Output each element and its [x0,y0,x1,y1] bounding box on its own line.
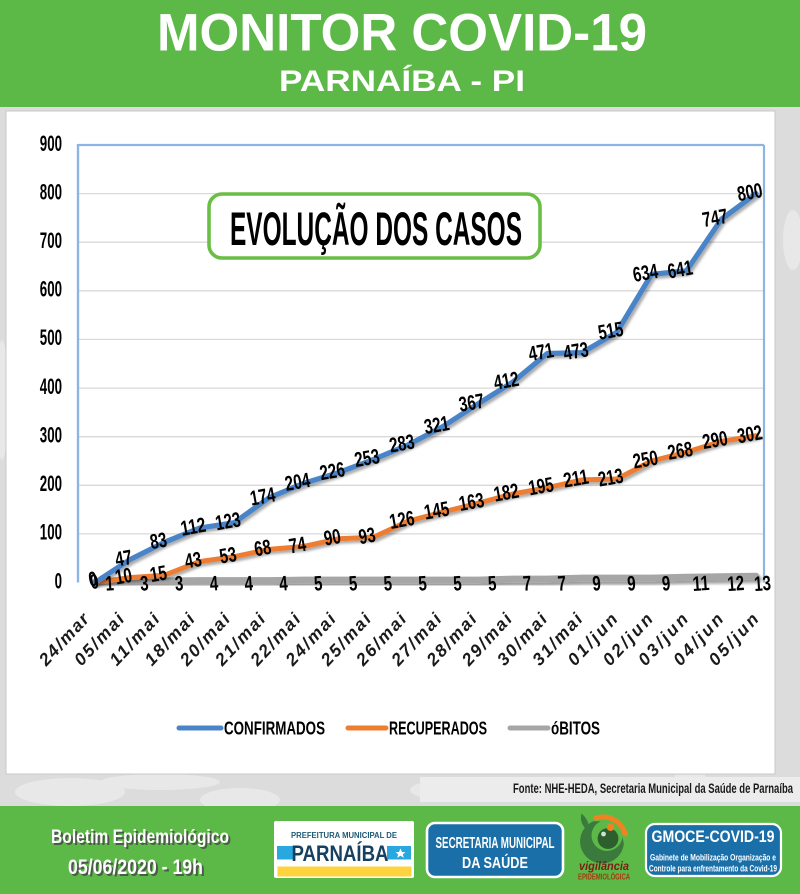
svg-text:vigilância: vigilância [579,861,630,873]
svg-text:0: 0 [88,570,100,594]
svg-text:0: 0 [55,568,62,593]
svg-text:126: 126 [388,507,417,534]
svg-text:473: 473 [562,338,591,365]
svg-text:641: 641 [666,256,695,283]
svg-text:5: 5 [383,572,393,596]
svg-text:515: 515 [596,318,625,345]
svg-text:9: 9 [626,572,636,596]
svg-text:Gabinete de Mobilização Organi: Gabinete de Mobilização Organização e [650,853,776,863]
svg-text:15: 15 [148,561,169,587]
svg-text:250: 250 [631,447,660,474]
svg-text:43: 43 [183,548,204,574]
svg-text:EPIDEMIOLÓGICA: EPIDEMIOLÓGICA [578,871,630,882]
svg-text:93: 93 [357,524,378,550]
svg-text:4: 4 [278,572,288,596]
svg-text:747: 747 [701,205,730,232]
svg-text:68: 68 [253,536,274,562]
svg-text:634: 634 [631,260,660,287]
svg-text:290: 290 [701,427,730,454]
svg-text:Fonte: NHE-HEDA, Secretaria Mu: Fonte: NHE-HEDA, Secretaria Municipal da… [513,781,793,796]
svg-text:500: 500 [40,325,62,350]
svg-text:05/06/2020 - 19h: 05/06/2020 - 19h [70,857,205,881]
svg-text:163: 163 [457,489,486,516]
svg-text:53: 53 [218,543,239,569]
svg-text:11: 11 [692,572,711,596]
svg-text:Controle para enfrentamento da: Controle para enfrentamento da Covid-19 [649,864,777,874]
svg-text:400: 400 [40,374,62,399]
svg-text:óBITOS: óBITOS [551,718,600,739]
svg-text:471: 471 [527,339,556,366]
svg-text:800: 800 [40,179,62,204]
svg-text:05/06/2020 - 19h: 05/06/2020 - 19h [68,855,203,879]
svg-text:47: 47 [113,546,134,572]
svg-text:5: 5 [452,572,462,596]
svg-text:GMOCE-COVID-19: GMOCE-COVID-19 [652,828,775,846]
svg-text:12: 12 [727,572,745,596]
svg-text:CONFIRMADOS: CONFIRMADOS [224,718,325,739]
svg-text:253: 253 [353,445,382,472]
svg-text:412: 412 [492,368,521,395]
svg-text:5: 5 [487,572,497,596]
svg-text:5: 5 [313,572,323,596]
svg-text:367: 367 [457,390,486,417]
svg-text:74: 74 [287,533,308,559]
svg-text:4: 4 [209,572,219,596]
svg-text:302: 302 [735,421,764,448]
svg-text:SECRETARIA MUNICIPAL: SECRETARIA MUNICIPAL [436,835,555,852]
svg-text:195: 195 [527,473,556,500]
svg-text:0: 0 [87,568,99,592]
svg-text:900: 900 [40,131,62,156]
svg-text:10: 10 [113,564,134,590]
svg-text:PARNAÍBA: PARNAÍBA [292,841,389,866]
svg-text:7: 7 [557,572,567,596]
svg-text:5: 5 [348,572,358,596]
svg-text:RECUPERADOS: RECUPERADOS [389,718,487,739]
svg-text:145: 145 [422,498,451,525]
svg-text:Boletim Epidemiológico: Boletim Epidemiológico [53,829,231,850]
svg-text:213: 213 [596,465,625,492]
svg-text:PREFEITURA MUNICIPAL DE: PREFEITURA MUNICIPAL DE [291,831,398,840]
svg-text:9: 9 [661,572,671,596]
svg-text:1: 1 [105,572,115,596]
svg-text:112: 112 [179,514,208,541]
svg-text:13: 13 [753,572,771,596]
svg-text:200: 200 [40,471,62,496]
svg-text:182: 182 [492,480,521,507]
svg-text:283: 283 [388,430,417,457]
svg-text:90: 90 [322,525,343,551]
svg-text:100: 100 [40,520,62,545]
svg-text:268: 268 [666,438,695,465]
svg-text:123: 123 [214,508,243,535]
svg-text:5: 5 [418,572,428,596]
svg-text:204: 204 [283,469,312,496]
svg-text:800: 800 [735,179,764,206]
svg-text:EVOLUÇÃO DOS CASOS: EVOLUÇÃO DOS CASOS [230,202,522,255]
svg-text:MONITOR COVID-19: MONITOR COVID-19 [157,4,647,63]
svg-text:7: 7 [522,572,532,596]
svg-text:Boletim Epidemiológico: Boletim Epidemiológico [51,827,229,848]
svg-text:DA SAÚDE: DA SAÚDE [462,854,528,872]
svg-text:4: 4 [244,572,254,596]
svg-text:600: 600 [40,277,62,302]
svg-text:PARNAÍBA - PI: PARNAÍBA - PI [279,64,525,98]
svg-text:174: 174 [248,483,277,510]
svg-text:700: 700 [40,228,62,253]
svg-text:3: 3 [139,572,149,596]
svg-text:300: 300 [40,423,62,448]
svg-text:321: 321 [422,412,451,439]
svg-text:211: 211 [562,465,591,492]
svg-text:9: 9 [592,572,602,596]
svg-text:226: 226 [318,458,347,485]
svg-text:83: 83 [148,529,169,555]
svg-text:3: 3 [174,572,184,596]
